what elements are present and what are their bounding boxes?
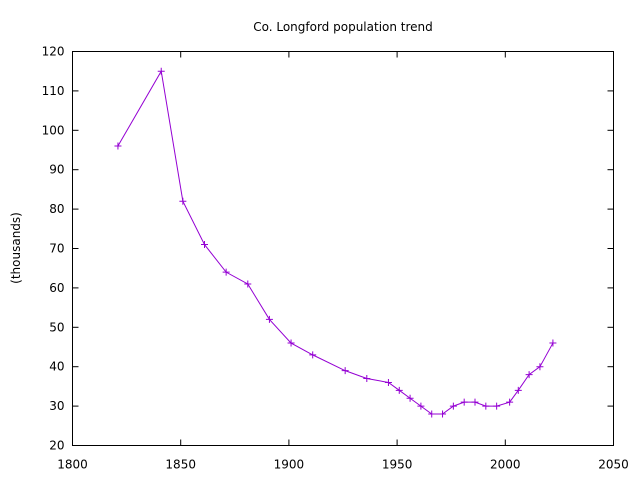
tick-labels: 1800 1850 1900 1950 2000 2050 20 30 40 50 60 70 80 90… [42, 45, 629, 472]
data-point-marker [525, 371, 533, 379]
data-point-marker [482, 402, 490, 410]
x-tick-label: 2000 [490, 458, 521, 472]
series-line [117, 69, 554, 415]
data-point-marker [439, 410, 447, 418]
x-tick-label: 1950 [382, 458, 413, 472]
data-point-marker [179, 197, 187, 205]
data-point-marker [222, 268, 230, 276]
data-point-marker [428, 410, 436, 418]
data-point-marker [417, 402, 425, 410]
y-axis-label: (thousands) [9, 212, 23, 284]
y-tick-label: 90 [49, 163, 64, 177]
x-tick-label: 2050 [598, 458, 629, 472]
chart-title: Co. Longford population trend [253, 20, 433, 34]
data-point-marker [244, 280, 252, 288]
x-tick-label: 1900 [274, 458, 305, 472]
data-point-marker [201, 241, 209, 249]
data-point-marker [157, 67, 165, 75]
data-point-marker [471, 398, 479, 406]
y-tick-label: 20 [49, 439, 64, 453]
y-tick-label: 50 [49, 320, 64, 334]
y-tick-label: 120 [42, 45, 65, 59]
data-point-marker [114, 142, 122, 150]
data-point-marker [549, 339, 557, 347]
data-point-marker [341, 367, 349, 375]
data-point-marker [265, 315, 273, 323]
axis-ticks [72, 51, 614, 446]
data-point-marker [363, 375, 371, 383]
x-tick-label: 1800 [57, 458, 88, 472]
series-layer [114, 67, 557, 418]
data-point-marker [449, 402, 457, 410]
data-point-marker [309, 351, 317, 359]
data-point-marker [514, 386, 522, 394]
data-point-marker [460, 398, 468, 406]
y-tick-label: 100 [42, 123, 65, 137]
plot-area-frame [72, 51, 614, 446]
data-point-marker [287, 339, 295, 347]
data-point-marker [384, 378, 392, 386]
y-tick-label: 110 [42, 84, 65, 98]
data-point-marker [493, 402, 501, 410]
data-point-marker [506, 398, 514, 406]
data-point-marker [395, 386, 403, 394]
y-tick-label: 30 [49, 399, 64, 413]
y-tick-label: 60 [49, 281, 64, 295]
data-point-marker [406, 394, 414, 402]
y-tick-label: 80 [49, 202, 64, 216]
y-tick-label: 70 [49, 242, 64, 256]
y-tick-label: 40 [49, 360, 64, 374]
x-tick-label: 1850 [165, 458, 196, 472]
data-point-marker [536, 363, 544, 371]
